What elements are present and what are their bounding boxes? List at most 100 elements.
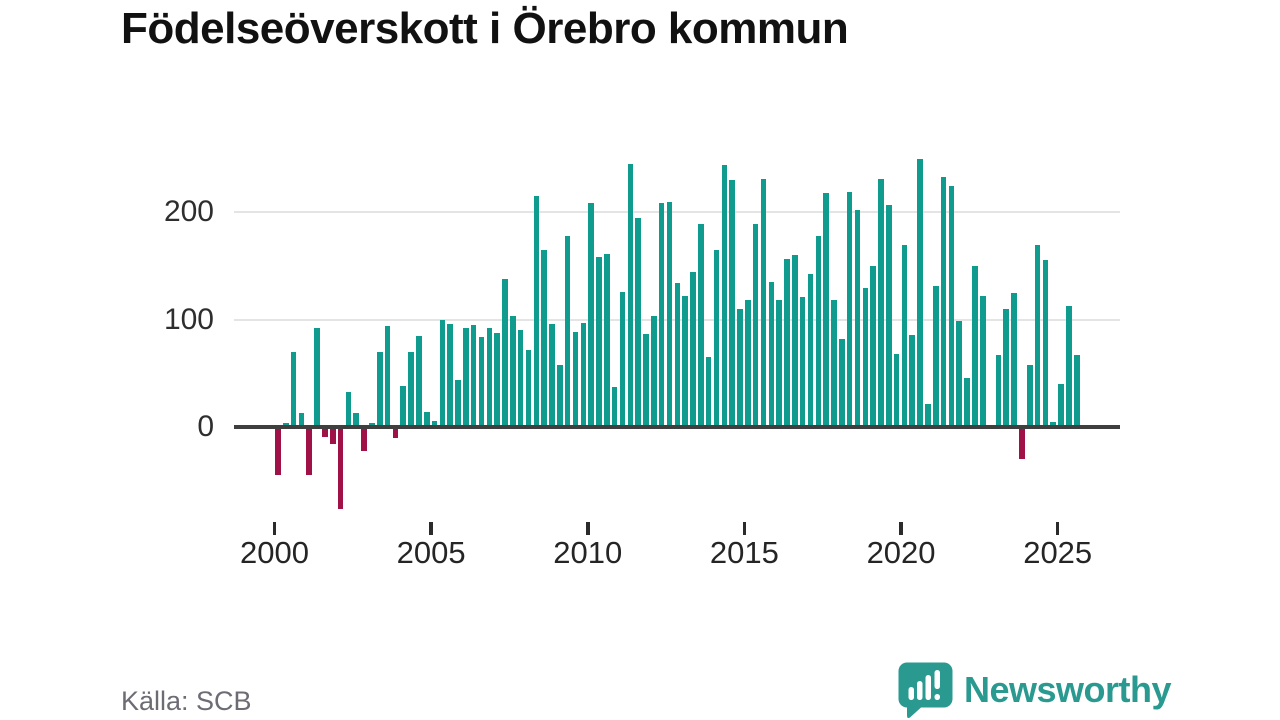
bar-2005-Q1 [431,420,438,427]
gridline-200 [234,211,1120,214]
bar-2019-Q1 [870,266,876,427]
bar-2011-Q2 [627,164,634,427]
x-axis-tick-2020 [899,522,903,535]
bar-2018-Q4 [862,287,869,427]
bar-2003-Q4 [392,427,399,438]
bar-2006-Q3 [478,336,485,427]
bar-2022-Q1 [964,377,970,427]
bar-2003-Q1 [369,422,375,427]
bar-2023-Q2 [1003,308,1010,427]
bar-2002-Q1 [337,427,344,509]
bar-2007-Q2 [502,278,508,427]
x-axis-tick-2010 [586,522,590,535]
bar-2002-Q4 [361,427,367,451]
bar-2002-Q3 [353,413,359,427]
bar-2006-Q1 [463,328,469,427]
newsworthy-logo-icon [898,662,953,718]
bar-2009-Q2 [564,236,571,427]
bar-2021-Q3 [948,185,955,427]
bar-2015-Q4 [768,282,775,427]
bar-2025-Q1 [1058,384,1064,427]
bar-2011-Q4 [643,333,649,427]
bar-2010-Q4 [611,387,618,427]
bar-2022-Q2 [972,266,978,427]
bar-2016-Q3 [792,255,798,427]
bar-2002-Q2 [345,391,352,427]
bar-2003-Q3 [384,326,391,427]
y-axis-label-200: 200 [163,195,214,229]
bar-2012-Q3 [666,201,673,427]
bar-2018-Q3 [854,210,861,427]
bar-2013-Q3 [698,224,704,427]
newsworthy-logo-text: Newsworthy [964,669,1172,710]
bar-2004-Q3 [416,335,422,427]
bar-2000-Q1 [275,427,281,476]
bar-2006-Q2 [470,325,477,427]
bar-2017-Q3 [823,193,829,427]
bar-2016-Q2 [784,258,790,427]
bar-2023-Q3 [1011,292,1017,427]
bar-2009-Q1 [557,364,563,427]
bar-2015-Q1 [745,300,751,427]
bar-2001-Q1 [306,427,313,476]
x-axis-zero-line [234,425,1120,429]
bar-2003-Q2 [376,351,383,427]
bar-2009-Q3 [572,331,579,427]
bar-2015-Q3 [760,179,767,427]
bar-2017-Q4 [831,300,837,427]
newsworthy-logo[interactable]: Newsworthy [897,661,1172,718]
bar-2018-Q2 [846,192,853,427]
bar-2005-Q3 [447,323,453,427]
plot-area: 0 100 200 2000 2005 2010 2015 2020 2025 [164,150,1120,570]
bar-2000-Q3 [290,351,297,427]
bar-2005-Q2 [439,319,446,427]
bar-2021-Q2 [940,176,947,427]
bar-2019-Q3 [885,204,892,427]
y-axis-label-0: 0 [197,410,214,443]
bar-2010-Q1 [588,202,594,427]
bar-2024-Q2 [1034,244,1041,427]
bar-2010-Q2 [596,257,602,427]
bar-2008-Q1 [525,349,532,427]
bar-2020-Q3 [917,158,923,427]
chart-title: Födelseöverskott i Örebro kommun [121,4,849,53]
bar-2000-Q4 [298,413,305,427]
bar-2013-Q4 [705,357,712,427]
bar-2019-Q2 [878,179,884,427]
bar-2008-Q3 [541,249,547,427]
x-axis-label-2015: 2015 [709,535,779,570]
bar-2014-Q2 [721,165,728,427]
bar-2020-Q4 [925,404,931,427]
bar-2010-Q3 [604,254,610,427]
bar-2008-Q4 [549,323,555,427]
bar-2004-Q4 [423,411,430,427]
bar-2012-Q1 [651,316,657,427]
bar-2024-Q4 [1050,421,1057,427]
bar-2014-Q1 [713,249,720,427]
bar-2025-Q2 [1066,305,1072,427]
x-axis-label-2005: 2005 [396,535,466,570]
bar-2023-Q1 [995,355,1002,427]
bar-2007-Q4 [517,330,524,427]
bar-2024-Q1 [1026,364,1033,427]
bar-2014-Q3 [729,180,735,427]
x-axis-label-2000: 2000 [240,535,309,570]
bar-2007-Q3 [510,316,516,427]
x-axis-label-2010: 2010 [553,535,623,570]
bar-2020-Q2 [909,334,916,427]
bar-2013-Q1 [682,296,688,427]
bar-2016-Q1 [776,300,782,427]
bar-2001-Q4 [329,427,336,445]
bar-2021-Q1 [932,286,939,427]
bar-2021-Q4 [956,320,963,427]
x-axis-label-2025: 2025 [1023,535,1093,570]
bar-2004-Q1 [400,386,406,427]
bar-2004-Q2 [408,351,414,427]
bar-2016-Q4 [799,297,806,427]
bar-2000-Q2 [282,422,289,427]
y-axis-label-100: 100 [163,302,214,336]
bar-2020-Q1 [901,244,908,427]
x-axis-label-2020: 2020 [866,535,936,570]
bar-2023-Q4 [1019,427,1025,460]
